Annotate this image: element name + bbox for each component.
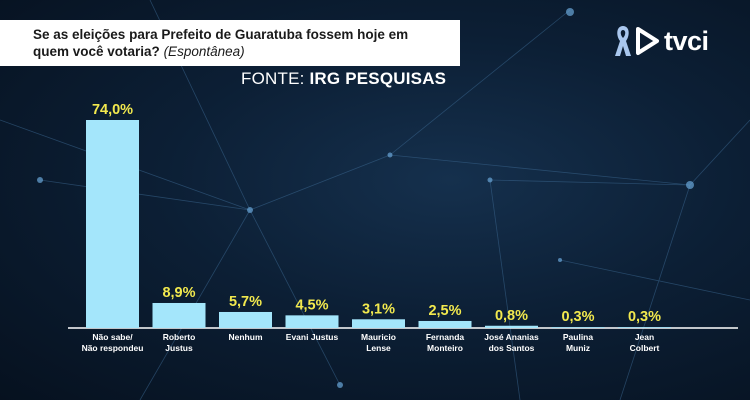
category-label-4-line-0: Mauricio	[361, 332, 396, 342]
category-label-6: José Ananias dos Santos	[484, 332, 539, 353]
source-label: FONTE: IRG PESQUISAS	[241, 69, 446, 89]
category-label-7-line-1: Muniz	[566, 343, 590, 353]
bar-5	[418, 320, 472, 328]
value-label-3: 4,5%	[295, 297, 328, 313]
category-label-8: Jean Colbert	[630, 332, 660, 353]
category-label-6-line-0: José Ananias	[484, 332, 539, 342]
category-label-2: Nenhum	[229, 332, 263, 342]
question-note: (Espontânea)	[163, 44, 245, 59]
category-label-5-line-1: Monteiro	[427, 343, 463, 353]
category-label-3-line-0: Evani Justus	[286, 332, 339, 342]
source-name: IRG PESQUISAS	[309, 69, 447, 88]
category-label-7-line-0: Paulina	[563, 332, 594, 342]
value-label-5: 2,5%	[428, 303, 461, 319]
value-label-0: 74,0%	[92, 102, 133, 118]
category-label-0-line-1: Não respondeu	[82, 343, 144, 353]
value-label-8: 0,3%	[628, 309, 661, 325]
value-label-2: 5,7%	[229, 294, 262, 310]
category-label-5-line-0: Fernanda	[426, 332, 465, 342]
bar-8	[618, 327, 671, 328]
value-label-1: 8,9%	[162, 285, 195, 301]
category-label-4-line-1: Lense	[366, 343, 391, 353]
channel-logo: tvci	[612, 24, 709, 58]
question-line-2: quem você votaria?	[33, 44, 160, 59]
source-prefix: FONTE:	[241, 69, 310, 88]
value-label-6: 0,8%	[495, 308, 528, 324]
category-label-7: Paulina Muniz	[563, 332, 594, 353]
play-icon	[636, 27, 659, 55]
category-label-1: Roberto Justus	[163, 332, 196, 353]
category-label-0: Não sabe/Não respondeu	[82, 332, 144, 353]
category-label-3: Evani Justus	[286, 332, 339, 342]
category-label-2-line-0: Nenhum	[229, 332, 263, 342]
bar-1	[152, 302, 206, 328]
category-label-8-line-0: Jean	[635, 332, 654, 342]
category-label-8-line-1: Colbert	[630, 343, 660, 353]
bar-3	[285, 315, 339, 328]
value-label-4: 3,1%	[362, 301, 395, 317]
category-label-6-line-1: dos Santos	[489, 343, 535, 353]
category-label-0-line-0: Não sabe/	[92, 332, 133, 342]
category-label-4: Mauricio Lense	[361, 332, 396, 353]
bar-2	[219, 311, 272, 328]
category-label-5: Fernanda Monteiro	[426, 332, 465, 353]
awareness-ribbon-icon	[615, 26, 631, 56]
bar-0	[86, 120, 139, 328]
question-box: Se as eleições para Prefeito de Guaratub…	[0, 20, 460, 66]
bar-4	[352, 319, 405, 328]
logo-text: tvci	[664, 25, 709, 56]
category-label-1-line-1: Justus	[165, 343, 193, 353]
question-line-1: Se as eleições para Prefeito de Guaratub…	[33, 27, 409, 42]
value-label-7: 0,3%	[561, 309, 594, 325]
bar-7	[551, 327, 605, 328]
bar-6	[485, 325, 538, 328]
category-label-1-line-0: Roberto	[163, 332, 196, 342]
